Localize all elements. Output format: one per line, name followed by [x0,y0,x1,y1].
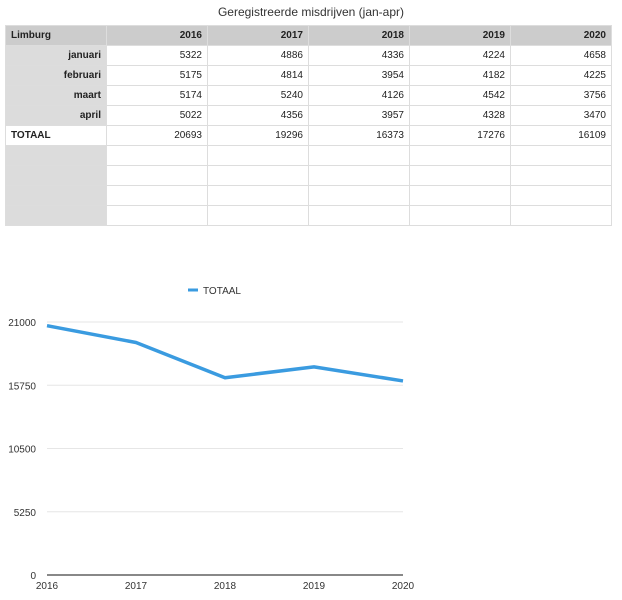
table-cell[interactable]: 5022 [106,105,208,126]
row-header: april [5,105,107,126]
table-cell[interactable]: 16373 [308,125,410,146]
x-tick-label: 2020 [392,581,415,592]
empty-cell[interactable] [207,205,309,226]
table-cell[interactable]: 4126 [308,85,410,106]
empty-cell[interactable] [510,185,612,206]
table-cell[interactable]: 4542 [409,85,511,106]
table-cell[interactable]: 5240 [207,85,309,106]
empty-cell[interactable] [308,165,410,186]
series-line [46,323,404,383]
table-cell[interactable]: 16109 [510,125,612,146]
row-header: TOTAAL [5,125,107,146]
x-tick-label: 2018 [214,581,237,592]
table-cell[interactable]: 3957 [308,105,410,126]
table-cell[interactable]: 19296 [207,125,309,146]
row-header: januari [5,45,107,66]
empty-cell[interactable] [5,165,107,186]
table-row: april 5022 4356 3957 4328 3470 [5,105,612,126]
empty-cell[interactable] [409,205,511,226]
empty-cell[interactable] [5,185,107,206]
empty-cell[interactable] [207,165,309,186]
legend-label: TOTAAL [203,286,241,297]
empty-cell[interactable] [106,185,208,206]
table-cell[interactable]: 3954 [308,65,410,86]
empty-cell[interactable] [5,145,107,166]
empty-cell[interactable] [207,185,309,206]
empty-row [5,145,612,166]
table-row: januari 5322 4886 4336 4224 4658 [5,45,612,66]
table-row: TOTAAL 20693 19296 16373 17276 16109 [5,125,612,146]
table-cell[interactable]: 4886 [207,45,309,66]
y-tick-label: 21000 [8,318,36,329]
x-tick-label: 2019 [303,581,326,592]
y-tick-label: 5250 [14,508,37,519]
table-cell[interactable]: 5174 [106,85,208,106]
table-cell[interactable]: 3756 [510,85,612,106]
y-tick-label: 0 [30,571,36,582]
empty-cell[interactable] [5,205,107,226]
table-cell[interactable]: 4356 [207,105,309,126]
empty-cell[interactable] [510,145,612,166]
x-tick-label: 2016 [36,581,59,592]
empty-cell[interactable] [106,165,208,186]
line-chart: 0 5250 10500 15750 21000 2016 2017 2018 2019 2020… [8,286,415,592]
corner-header: Limburg [5,25,107,46]
table-cell[interactable]: 20693 [106,125,208,146]
empty-cell[interactable] [409,165,511,186]
empty-cell[interactable] [409,145,511,166]
table-title: Geregistreerde misdrijven (jan-apr) [217,5,405,19]
table-cell[interactable]: 17276 [409,125,511,146]
empty-cell[interactable] [510,165,612,186]
table-cell[interactable]: 4336 [308,45,410,66]
column-header: 2019 [409,25,511,46]
table-cell[interactable]: 5322 [106,45,208,66]
empty-cell[interactable] [308,145,410,166]
empty-row [5,165,612,186]
row-header: februari [5,65,107,86]
y-tick-label: 15750 [8,381,36,392]
empty-cell[interactable] [510,205,612,226]
table-cell[interactable]: 4182 [409,65,511,86]
column-header: 2020 [510,25,612,46]
table-cell[interactable]: 4328 [409,105,511,126]
empty-cell[interactable] [106,205,208,226]
table-row: maart 5174 5240 4126 4542 3756 [5,85,612,106]
table-cell[interactable]: 5175 [106,65,208,86]
table-row: februari 5175 4814 3954 4182 4225 [5,65,612,86]
data-table: Limburg 2016 2017 2018 2019 2020 januari 5322 4… [5,25,612,226]
x-tick-label: 2017 [125,581,148,592]
column-header: 2016 [106,25,208,46]
table-cell[interactable]: 4658 [510,45,612,66]
table-cell[interactable]: 4814 [207,65,309,86]
empty-row [5,205,612,226]
table-cell[interactable]: 4224 [409,45,511,66]
empty-cell[interactable] [308,205,410,226]
table-cell[interactable]: 3470 [510,105,612,126]
empty-row [5,185,612,206]
row-header: maart [5,85,107,106]
table-cell[interactable]: 4225 [510,65,612,86]
empty-cell[interactable] [308,185,410,206]
empty-cell[interactable] [207,145,309,166]
y-tick-label: 10500 [8,445,36,456]
empty-cell[interactable] [106,145,208,166]
column-header: 2017 [207,25,309,46]
empty-cell[interactable] [409,185,511,206]
column-header: 2018 [308,25,410,46]
